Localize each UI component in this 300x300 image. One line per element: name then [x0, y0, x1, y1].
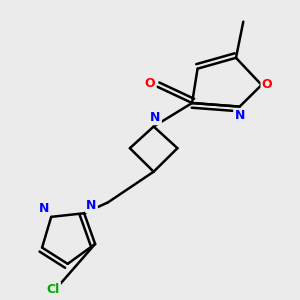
Text: N: N	[86, 199, 97, 212]
Text: O: O	[262, 78, 272, 92]
Text: N: N	[234, 109, 245, 122]
Text: N: N	[39, 202, 49, 215]
Text: Cl: Cl	[46, 283, 60, 296]
Text: N: N	[150, 111, 161, 124]
Text: O: O	[145, 76, 155, 90]
